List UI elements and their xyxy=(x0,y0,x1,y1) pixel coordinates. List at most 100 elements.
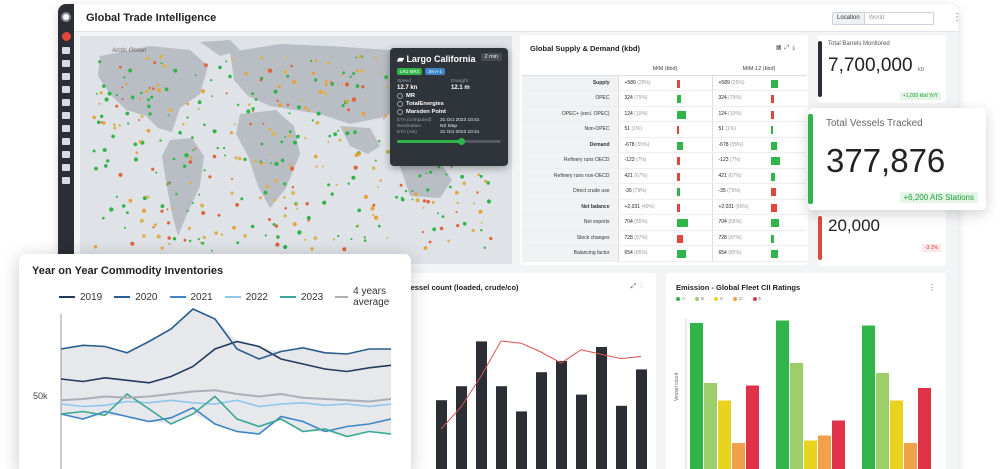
vessel-marker[interactable] xyxy=(184,153,189,158)
bar[interactable] xyxy=(556,361,567,469)
vessel-marker[interactable] xyxy=(372,214,375,217)
vessel-marker[interactable] xyxy=(223,146,226,150)
vessel-marker[interactable] xyxy=(160,204,165,209)
vessel-marker[interactable] xyxy=(324,83,328,87)
legend-item[interactable]: 4 years average xyxy=(335,286,411,308)
vessel-marker[interactable] xyxy=(228,74,232,79)
vessel-marker[interactable] xyxy=(454,190,459,195)
sidebar-item-menu-icon[interactable] xyxy=(62,177,70,184)
vessel-marker[interactable] xyxy=(225,92,228,95)
vessel-marker[interactable] xyxy=(201,211,206,215)
vessel-marker[interactable] xyxy=(363,239,367,242)
vessel-marker[interactable] xyxy=(188,226,191,230)
vessel-marker[interactable] xyxy=(92,149,96,153)
vessel-marker[interactable] xyxy=(384,75,389,80)
vessel-marker[interactable] xyxy=(102,121,106,125)
vessel-marker[interactable] xyxy=(292,222,297,227)
sidebar-item-document-icon[interactable] xyxy=(62,73,70,80)
vessel-marker[interactable] xyxy=(153,223,157,227)
vessel-marker[interactable] xyxy=(121,98,124,101)
vessel-marker[interactable] xyxy=(210,249,213,252)
vessel-marker[interactable] xyxy=(118,172,123,177)
vessel-marker[interactable] xyxy=(384,114,388,118)
vessel-marker[interactable] xyxy=(273,198,276,202)
vessel-marker[interactable] xyxy=(198,193,201,196)
vessel-marker[interactable] xyxy=(158,54,163,59)
vessel-marker[interactable] xyxy=(352,72,356,75)
vessel-marker[interactable] xyxy=(283,196,286,199)
vessel-marker[interactable] xyxy=(276,235,280,239)
vessel-marker[interactable] xyxy=(422,199,426,203)
vessel-marker[interactable] xyxy=(315,165,318,168)
vessel-marker[interactable] xyxy=(315,121,320,125)
vessel-marker[interactable] xyxy=(327,141,330,143)
vessel-marker[interactable] xyxy=(310,247,314,251)
vessel-marker[interactable] xyxy=(264,184,270,189)
vessel-marker[interactable] xyxy=(142,196,147,201)
bar[interactable] xyxy=(690,323,703,469)
bar[interactable] xyxy=(496,386,507,469)
vessel-marker[interactable] xyxy=(361,111,366,116)
vessel-marker[interactable] xyxy=(277,85,281,88)
vessel-marker[interactable] xyxy=(224,154,227,157)
vessel-marker[interactable] xyxy=(186,209,189,212)
vessel-marker[interactable] xyxy=(230,191,234,195)
vessel-marker[interactable] xyxy=(172,207,175,210)
vessel-marker[interactable] xyxy=(270,162,273,165)
vessel-marker[interactable] xyxy=(248,103,251,106)
vessel-marker[interactable] xyxy=(372,203,376,207)
vessel-detail-card[interactable]: ▰ Largo California 2 min LR1 MR3 Jet A-1… xyxy=(390,48,508,166)
vessel-marker[interactable] xyxy=(127,122,130,125)
vessel-marker[interactable] xyxy=(148,86,151,89)
vessel-marker[interactable] xyxy=(197,100,202,105)
vessel-marker[interactable] xyxy=(296,134,300,139)
vessel-marker[interactable] xyxy=(203,169,206,172)
vessel-marker[interactable] xyxy=(378,140,381,143)
table-row[interactable]: Net exports 704 (55%) 704 (55%) xyxy=(522,214,806,231)
vessel-marker[interactable] xyxy=(182,123,185,126)
vessel-marker[interactable] xyxy=(140,115,144,119)
vessel-marker[interactable] xyxy=(272,223,276,226)
legend-item[interactable]: A xyxy=(676,296,685,301)
vessel-marker[interactable] xyxy=(211,95,214,97)
vessel-marker[interactable] xyxy=(274,178,279,183)
vessel-marker[interactable] xyxy=(335,183,338,186)
vessel-marker[interactable] xyxy=(355,69,359,73)
vessel-marker[interactable] xyxy=(96,120,101,125)
vessel-marker[interactable] xyxy=(377,186,380,189)
vessel-marker[interactable] xyxy=(286,103,290,107)
vessel-marker[interactable] xyxy=(283,182,287,186)
vessel-marker[interactable] xyxy=(399,183,403,187)
vessel-marker[interactable] xyxy=(462,181,467,186)
vessel-marker[interactable] xyxy=(448,185,452,189)
vessel-marker[interactable] xyxy=(351,175,356,180)
vessel-marker[interactable] xyxy=(264,234,267,237)
vessel-marker[interactable] xyxy=(259,78,263,82)
legend-item[interactable]: 2020 xyxy=(114,286,158,308)
vessel-marker[interactable] xyxy=(313,78,318,82)
legend-item[interactable]: C xyxy=(714,296,723,301)
vessel-marker[interactable] xyxy=(172,157,176,161)
table-row[interactable]: Refinery runs non-OECD 421 (67%) 421 (67%) xyxy=(522,168,806,184)
vessel-marker[interactable] xyxy=(251,92,255,96)
vessel-marker[interactable] xyxy=(347,108,350,112)
vessel-marker[interactable] xyxy=(295,203,298,207)
vessel-marker[interactable] xyxy=(355,225,359,228)
vessel-marker[interactable] xyxy=(262,122,265,125)
vessel-marker[interactable] xyxy=(330,81,333,84)
vessel-marker[interactable] xyxy=(100,121,103,124)
vessel-marker[interactable] xyxy=(379,71,382,74)
vessel-marker[interactable] xyxy=(192,149,195,152)
vessel-marker[interactable] xyxy=(418,174,422,178)
vessel-marker[interactable] xyxy=(296,105,301,110)
vessel-marker[interactable] xyxy=(189,181,193,185)
vessel-marker[interactable] xyxy=(141,208,147,213)
vessel-marker[interactable] xyxy=(349,75,352,78)
vessel-marker[interactable] xyxy=(288,112,291,115)
vessel-marker[interactable] xyxy=(204,63,208,67)
vessel-marker[interactable] xyxy=(214,231,218,235)
vessel-marker[interactable] xyxy=(374,159,377,162)
series-line-4-years-average[interactable] xyxy=(60,389,392,403)
vessel-marker[interactable] xyxy=(411,198,414,201)
vessel-marker[interactable] xyxy=(123,76,126,79)
